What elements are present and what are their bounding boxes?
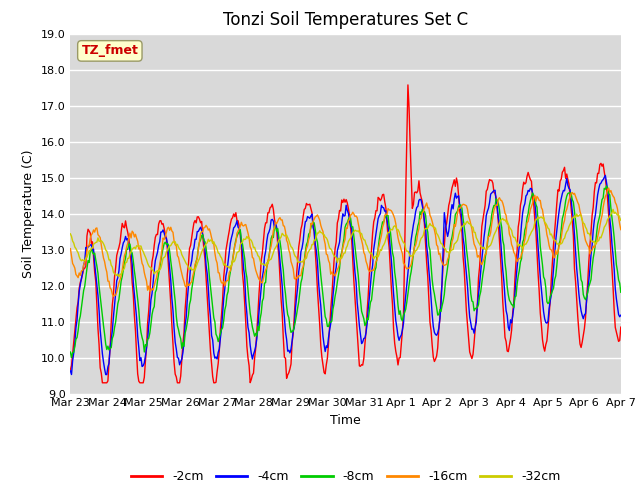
-2cm (332, 239, 340, 245)
-16cm (519, 249, 527, 255)
-8cm (365, 308, 373, 314)
-32cm (396, 229, 403, 235)
-16cm (617, 227, 625, 232)
Line: -16cm: -16cm (70, 188, 621, 297)
-4cm (602, 172, 609, 178)
-32cm (605, 215, 612, 221)
-32cm (617, 217, 625, 223)
-2cm (365, 271, 373, 277)
-2cm (329, 276, 337, 282)
-8cm (519, 240, 527, 245)
-16cm (605, 185, 612, 191)
-16cm (329, 271, 337, 277)
-4cm (519, 210, 527, 216)
Title: Tonzi Soil Temperatures Set C: Tonzi Soil Temperatures Set C (223, 11, 468, 29)
-32cm (332, 255, 340, 261)
Line: -4cm: -4cm (70, 175, 621, 374)
Line: -2cm: -2cm (70, 85, 621, 383)
Line: -8cm: -8cm (70, 186, 621, 358)
-16cm (606, 189, 614, 195)
-2cm (99, 380, 106, 385)
-4cm (396, 337, 403, 343)
-8cm (606, 192, 614, 198)
-2cm (67, 367, 74, 373)
-32cm (329, 251, 337, 256)
-32cm (115, 274, 123, 280)
-16cm (67, 246, 74, 252)
-16cm (396, 240, 403, 245)
-4cm (606, 216, 614, 221)
-4cm (67, 368, 74, 374)
Legend: -2cm, -4cm, -8cm, -16cm, -32cm: -2cm, -4cm, -8cm, -16cm, -32cm (126, 465, 565, 480)
-32cm (609, 206, 617, 212)
X-axis label: Time: Time (330, 414, 361, 427)
-4cm (617, 312, 625, 318)
-8cm (329, 307, 337, 312)
-8cm (396, 312, 403, 317)
-2cm (617, 324, 625, 330)
-16cm (365, 268, 373, 274)
-8cm (67, 349, 74, 355)
-32cm (519, 245, 527, 251)
-4cm (103, 372, 111, 377)
-4cm (365, 295, 373, 301)
-2cm (606, 228, 614, 234)
-8cm (617, 289, 625, 295)
-4cm (332, 264, 340, 270)
Y-axis label: Soil Temperature (C): Soil Temperature (C) (22, 149, 35, 278)
Line: -32cm: -32cm (70, 209, 621, 277)
Text: TZ_fmet: TZ_fmet (81, 44, 138, 58)
-8cm (68, 355, 76, 360)
-16cm (109, 294, 117, 300)
-2cm (520, 180, 527, 185)
-8cm (332, 288, 340, 293)
-2cm (404, 82, 412, 88)
-8cm (603, 183, 611, 189)
-4cm (329, 293, 337, 299)
-2cm (396, 355, 403, 361)
-16cm (332, 270, 340, 276)
-32cm (67, 231, 74, 237)
-32cm (365, 249, 373, 255)
